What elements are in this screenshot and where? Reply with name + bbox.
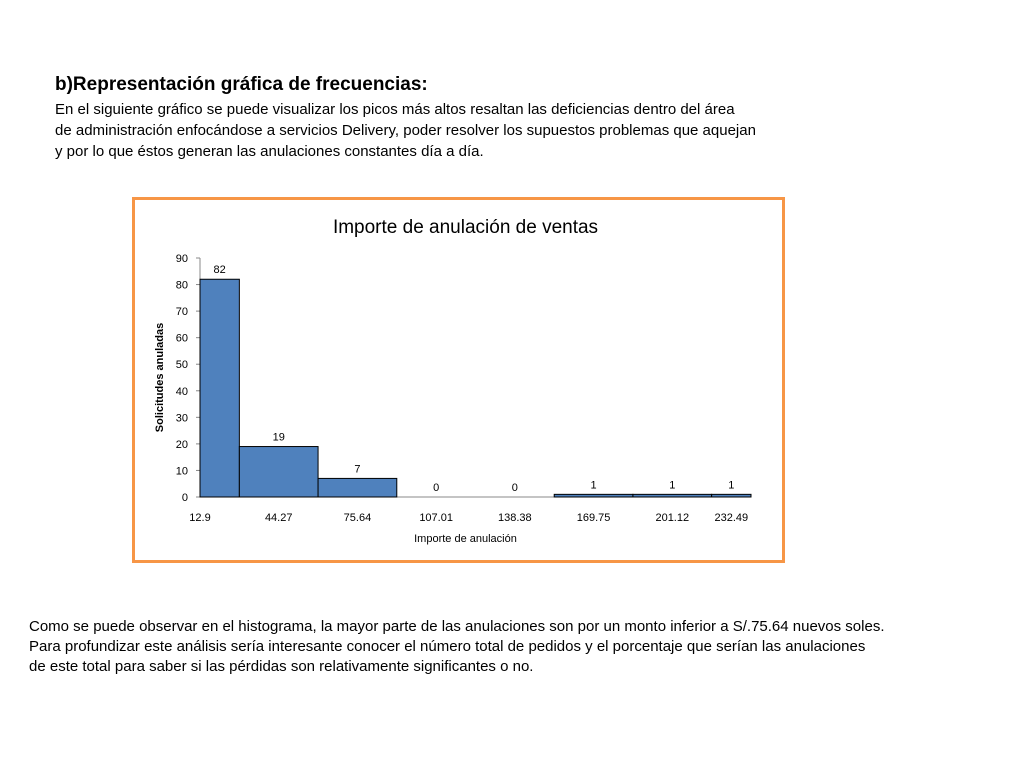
x-tick-label: 107.01 — [419, 512, 453, 524]
data-label: 19 — [273, 432, 285, 444]
bar — [238, 446, 319, 498]
data-label: 0 — [433, 482, 439, 494]
y-axis-label: Solicitudes anuladas — [154, 323, 166, 432]
section-heading: b)Representación gráfica de frecuencias: — [55, 74, 428, 95]
data-label: 1 — [669, 479, 675, 491]
data-label: 1 — [591, 479, 597, 491]
conclusion-line-3: de este total para saber si las pérdidas… — [29, 658, 534, 675]
x-tick-label: 44.27 — [265, 512, 293, 524]
y-tick-label: 20 — [176, 439, 188, 451]
data-label: 0 — [512, 482, 518, 494]
data-label: 7 — [354, 463, 360, 475]
x-tick-label: 138.38 — [498, 512, 532, 524]
x-tick-label: 232.49 — [714, 512, 748, 524]
data-label: 1 — [728, 479, 734, 491]
x-tick-label: 75.64 — [344, 512, 372, 524]
y-tick-label: 80 — [176, 280, 188, 292]
conclusion-line-1: Como se puede observar en el histograma,… — [29, 618, 885, 635]
bar — [632, 493, 713, 498]
y-tick-label: 70 — [176, 306, 188, 318]
y-tick-label: 50 — [176, 359, 188, 371]
bar — [553, 493, 634, 498]
y-tick-label: 90 — [176, 253, 188, 265]
intro-section: b)Representación gráfica de frecuencias:… — [55, 73, 955, 162]
intro-line-3: y por lo que éstos generan las anulacion… — [55, 143, 484, 160]
conclusion-line-2: Para profundizar este análisis sería int… — [29, 638, 866, 655]
histogram-chart: Importe de anulación de ventas0102030405… — [154, 217, 752, 545]
y-tick-label: 60 — [176, 333, 188, 345]
x-axis-label: Importe de anulación — [414, 533, 517, 545]
y-tick-label: 30 — [176, 412, 188, 424]
chart-frame: Importe de anulación de ventas 0 10 20 30 40 5… — [132, 197, 785, 563]
data-label: 82 — [214, 264, 226, 276]
bar — [317, 477, 398, 498]
intro-line-2: de administración enfocándose a servicio… — [55, 122, 756, 139]
conclusion-section: Como se puede observar en el histograma,… — [29, 617, 1019, 677]
bar — [199, 278, 240, 498]
intro-line-1: En el siguiente gráfico se puede visuali… — [55, 101, 735, 118]
x-tick-label: 169.75 — [577, 512, 611, 524]
x-tick-label: 201.12 — [655, 512, 689, 524]
bar — [711, 493, 752, 498]
chart-title: Importe de anulación de ventas — [333, 217, 598, 238]
x-tick-label: 12.9 — [189, 512, 210, 524]
y-tick-label: 40 — [176, 386, 188, 398]
y-tick-label: 0 — [182, 492, 188, 504]
y-tick-label: 10 — [176, 465, 188, 477]
